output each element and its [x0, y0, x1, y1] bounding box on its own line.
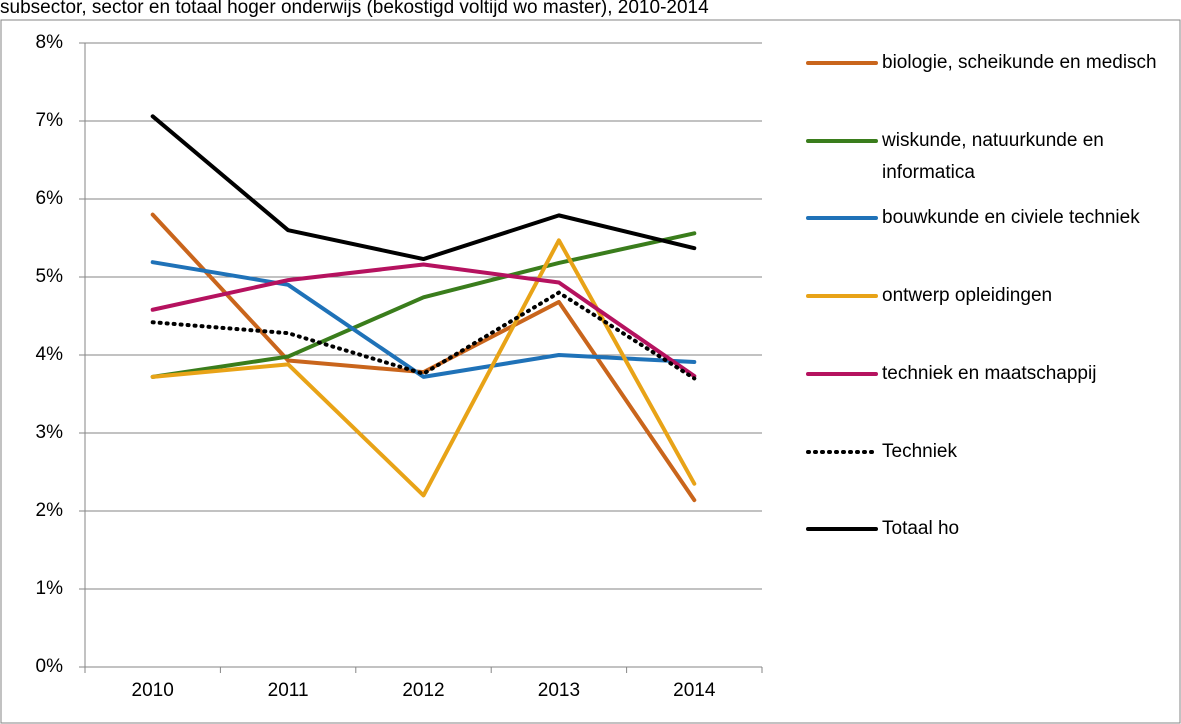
legend-label: Techniek — [882, 440, 957, 462]
chart-frame — [0, 19, 1181, 724]
legend-swatch — [806, 527, 878, 532]
y-tick-label: 1% — [36, 578, 64, 599]
legend-item: biologie, scheikunde en medisch — [806, 47, 1178, 79]
series-line — [150, 260, 697, 379]
y-tick-label: 6% — [36, 188, 64, 209]
x-tick-label: 2011 — [268, 680, 309, 701]
legend-label: bouwkunde en civiele techniek — [882, 207, 1140, 229]
legend-item: Totaal ho — [806, 513, 1178, 545]
series-line — [150, 290, 697, 381]
legend-swatch — [806, 61, 878, 65]
legend-item: Techniek — [806, 436, 1178, 468]
legend-label: ontwerp opleidingen — [882, 285, 1053, 307]
y-tick-label: 7% — [36, 110, 64, 131]
x-tick-label: 2010 — [132, 680, 174, 701]
legend-label: wiskunde, natuurkunde en informatica — [882, 129, 1104, 183]
y-tick-label: 2% — [36, 500, 64, 521]
legend-label: techniek en maatschappij — [882, 362, 1097, 384]
legend-label: biologie, scheikunde en medisch — [882, 52, 1157, 73]
series-line — [150, 238, 697, 498]
y-tick-label: 0% — [36, 656, 64, 677]
legend-item: techniek en maatschappij — [806, 358, 1178, 390]
legend-swatch — [806, 449, 878, 454]
legend-swatch — [806, 371, 878, 376]
legend-label: Totaal ho — [882, 518, 960, 540]
legend-item: ontwerp opleidingen — [806, 280, 1178, 312]
legend-swatch — [806, 216, 878, 221]
legend-swatch — [806, 294, 878, 299]
legend-item: bouwkunde en civiele techniek — [806, 202, 1178, 234]
y-tick-label: 5% — [36, 266, 64, 287]
series-line — [150, 262, 697, 379]
y-tick-label: 8% — [36, 32, 64, 53]
legend-item: wiskunde, natuurkunde en informatica — [806, 125, 1178, 189]
y-tick-label: 3% — [36, 422, 64, 443]
x-tick-label: 2012 — [402, 680, 444, 701]
legend-swatch — [806, 138, 878, 143]
series-line — [150, 231, 697, 379]
x-tick-label: 2013 — [538, 680, 580, 701]
y-tick-label: 4% — [36, 344, 64, 365]
x-tick-label: 2014 — [673, 680, 716, 701]
chart-title: subsector, sector en totaal hoger onderw… — [0, 0, 709, 18]
series-line — [150, 212, 697, 503]
series-line — [150, 114, 697, 262]
